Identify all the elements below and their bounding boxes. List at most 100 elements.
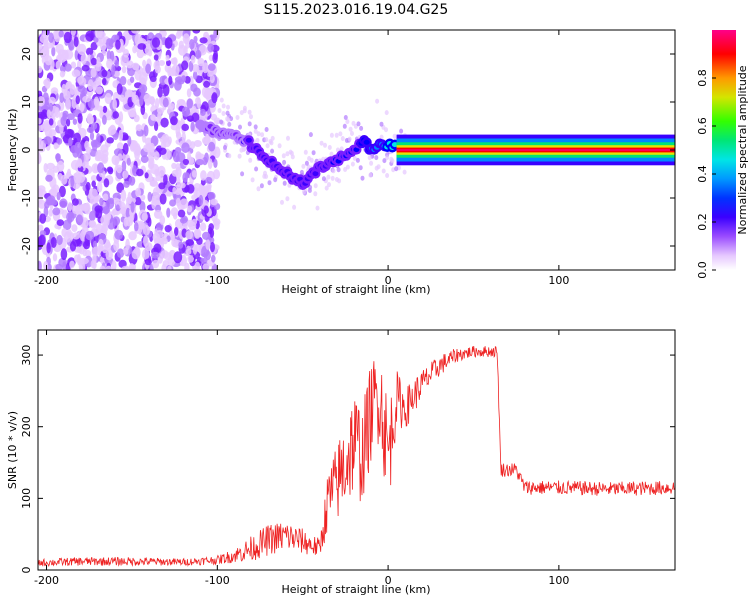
spectrogram-speckle xyxy=(125,238,130,251)
spectrogram-speckle xyxy=(167,265,172,270)
spectrogram-speckle xyxy=(329,132,334,138)
spectrogram-speckle xyxy=(89,188,98,199)
spectrogram-speckle xyxy=(282,180,287,186)
spectrogram-speckle xyxy=(85,230,95,241)
spectrogram-speckle xyxy=(59,70,65,78)
spectrogram-speckle xyxy=(182,33,190,45)
spectrogram-speckle xyxy=(48,208,54,217)
spectrogram-speckle xyxy=(391,167,396,173)
spectrogram-speckle xyxy=(376,164,381,170)
spectrogram-speckle xyxy=(238,124,242,130)
spectrogram-speckle xyxy=(247,109,252,115)
spectrogram-speckle xyxy=(128,263,135,270)
spectrogram-speckle xyxy=(144,43,152,56)
spectrogram-speckle xyxy=(197,57,205,67)
spectrogram-speckle xyxy=(343,167,348,172)
spectrogram-speckle xyxy=(191,218,198,225)
spectrogram-speckle xyxy=(227,121,232,127)
spectrogram-speckle xyxy=(56,160,65,172)
spectrogram-speckle xyxy=(38,139,44,150)
spectrogram-speckle xyxy=(106,58,113,70)
spectrogram-speckle xyxy=(145,63,152,74)
spectrogram-speckle xyxy=(51,46,56,57)
spectrogram-speckle xyxy=(345,164,350,170)
spectrogram-speckle xyxy=(154,121,159,132)
spectrogram-speckle xyxy=(159,193,167,205)
spectrogram-speckle xyxy=(74,254,80,263)
spectrogram-speckle xyxy=(71,69,81,78)
spectrogram-speckle xyxy=(68,137,73,147)
spectrogram-speckle xyxy=(331,168,336,174)
spectrogram-speckle xyxy=(85,47,94,56)
spectrogram-speckle xyxy=(191,112,200,123)
spectrogram-speckle xyxy=(67,201,73,212)
snr-series-line xyxy=(38,345,675,567)
spectrogram-x-tick-label: -100 xyxy=(205,274,230,287)
spectrogram-speckle xyxy=(385,173,390,178)
spectrogram-speckle xyxy=(154,65,161,74)
spectrogram-speckle xyxy=(301,163,306,169)
spectrogram-speckle xyxy=(86,127,95,133)
spectrogram-speckle xyxy=(39,213,47,224)
spectrogram-speckle xyxy=(321,176,326,182)
spectrogram-speckle xyxy=(91,246,101,257)
spectrogram-speckle xyxy=(334,177,339,182)
spectrogram-speckle xyxy=(219,97,224,103)
spectrogram-speckle xyxy=(73,36,79,48)
spectrogram-speckle xyxy=(240,171,245,177)
spectrogram-speckle xyxy=(116,164,123,174)
colorbar-label: Normalized spectral amplitude xyxy=(736,65,749,234)
spectrogram-speckle xyxy=(313,183,318,189)
spectrogram-speckle xyxy=(97,162,105,174)
spectrogram-speckle xyxy=(285,196,290,202)
spectrogram-speckle xyxy=(38,105,43,112)
spectrogram-speckle xyxy=(109,197,114,204)
spectrogram-speckle xyxy=(107,167,114,175)
spectrogram-speckle xyxy=(70,30,76,36)
spectrogram-speckle xyxy=(172,150,180,163)
snr-y-label: SNR (10 * v/v) xyxy=(6,411,19,489)
spectrogram-speckle xyxy=(141,212,148,222)
snr-x-tick-label: 0 xyxy=(385,574,392,587)
spectrogram-speckle xyxy=(185,239,194,246)
spectrogram-speckle xyxy=(152,259,160,269)
spectrogram-speckle xyxy=(326,174,331,180)
spectrogram-speckle xyxy=(48,32,54,43)
spectrogram-speckle xyxy=(311,150,316,156)
spectrogram-speckle xyxy=(367,155,372,161)
spectrogram-speckle xyxy=(379,134,384,140)
spectrogram-speckle xyxy=(140,86,146,98)
spectrogram-speckle xyxy=(203,80,211,88)
spectrogram-speckle xyxy=(319,140,324,146)
spectrogram-speckle xyxy=(191,63,200,73)
spectrogram-speckle xyxy=(347,136,352,142)
spectrogram-x-label: Height of straight line (km) xyxy=(281,283,430,296)
spectrogram-speckle xyxy=(85,181,91,191)
spectrogram-speckle xyxy=(47,263,52,270)
spectrogram-speckle xyxy=(176,99,186,106)
spectrogram-speckle xyxy=(135,187,142,198)
spectrogram-speckle xyxy=(102,78,107,86)
spectrogram-speckle xyxy=(89,131,95,141)
spectrogram-speckle xyxy=(250,177,255,183)
spectrogram-speckle xyxy=(290,154,295,160)
spectrogram-speckle xyxy=(43,136,52,145)
spectrogram-speckle xyxy=(96,56,101,68)
spectrogram-speckle xyxy=(38,111,47,119)
spectrogram-speckle xyxy=(142,59,147,68)
spectrogram-speckle xyxy=(99,265,106,270)
spectrogram-speckle xyxy=(151,114,157,122)
spectrogram-speckle xyxy=(38,185,46,193)
spectrogram-speckle xyxy=(182,158,189,166)
spectrogram-y-tick-label: -20 xyxy=(20,237,33,255)
spectrogram-speckle xyxy=(91,180,96,188)
spectrogram-speckle xyxy=(202,138,212,145)
spectrogram-speckle xyxy=(179,182,186,189)
spectrogram-speckle xyxy=(143,93,152,104)
spectrogram-speckle xyxy=(139,221,146,230)
spectrogram-y-tick-label: 10 xyxy=(20,95,33,109)
spectrogram-speckle xyxy=(154,98,160,110)
spectrogram-speckle xyxy=(121,265,131,270)
spectrogram-speckle xyxy=(186,205,193,213)
